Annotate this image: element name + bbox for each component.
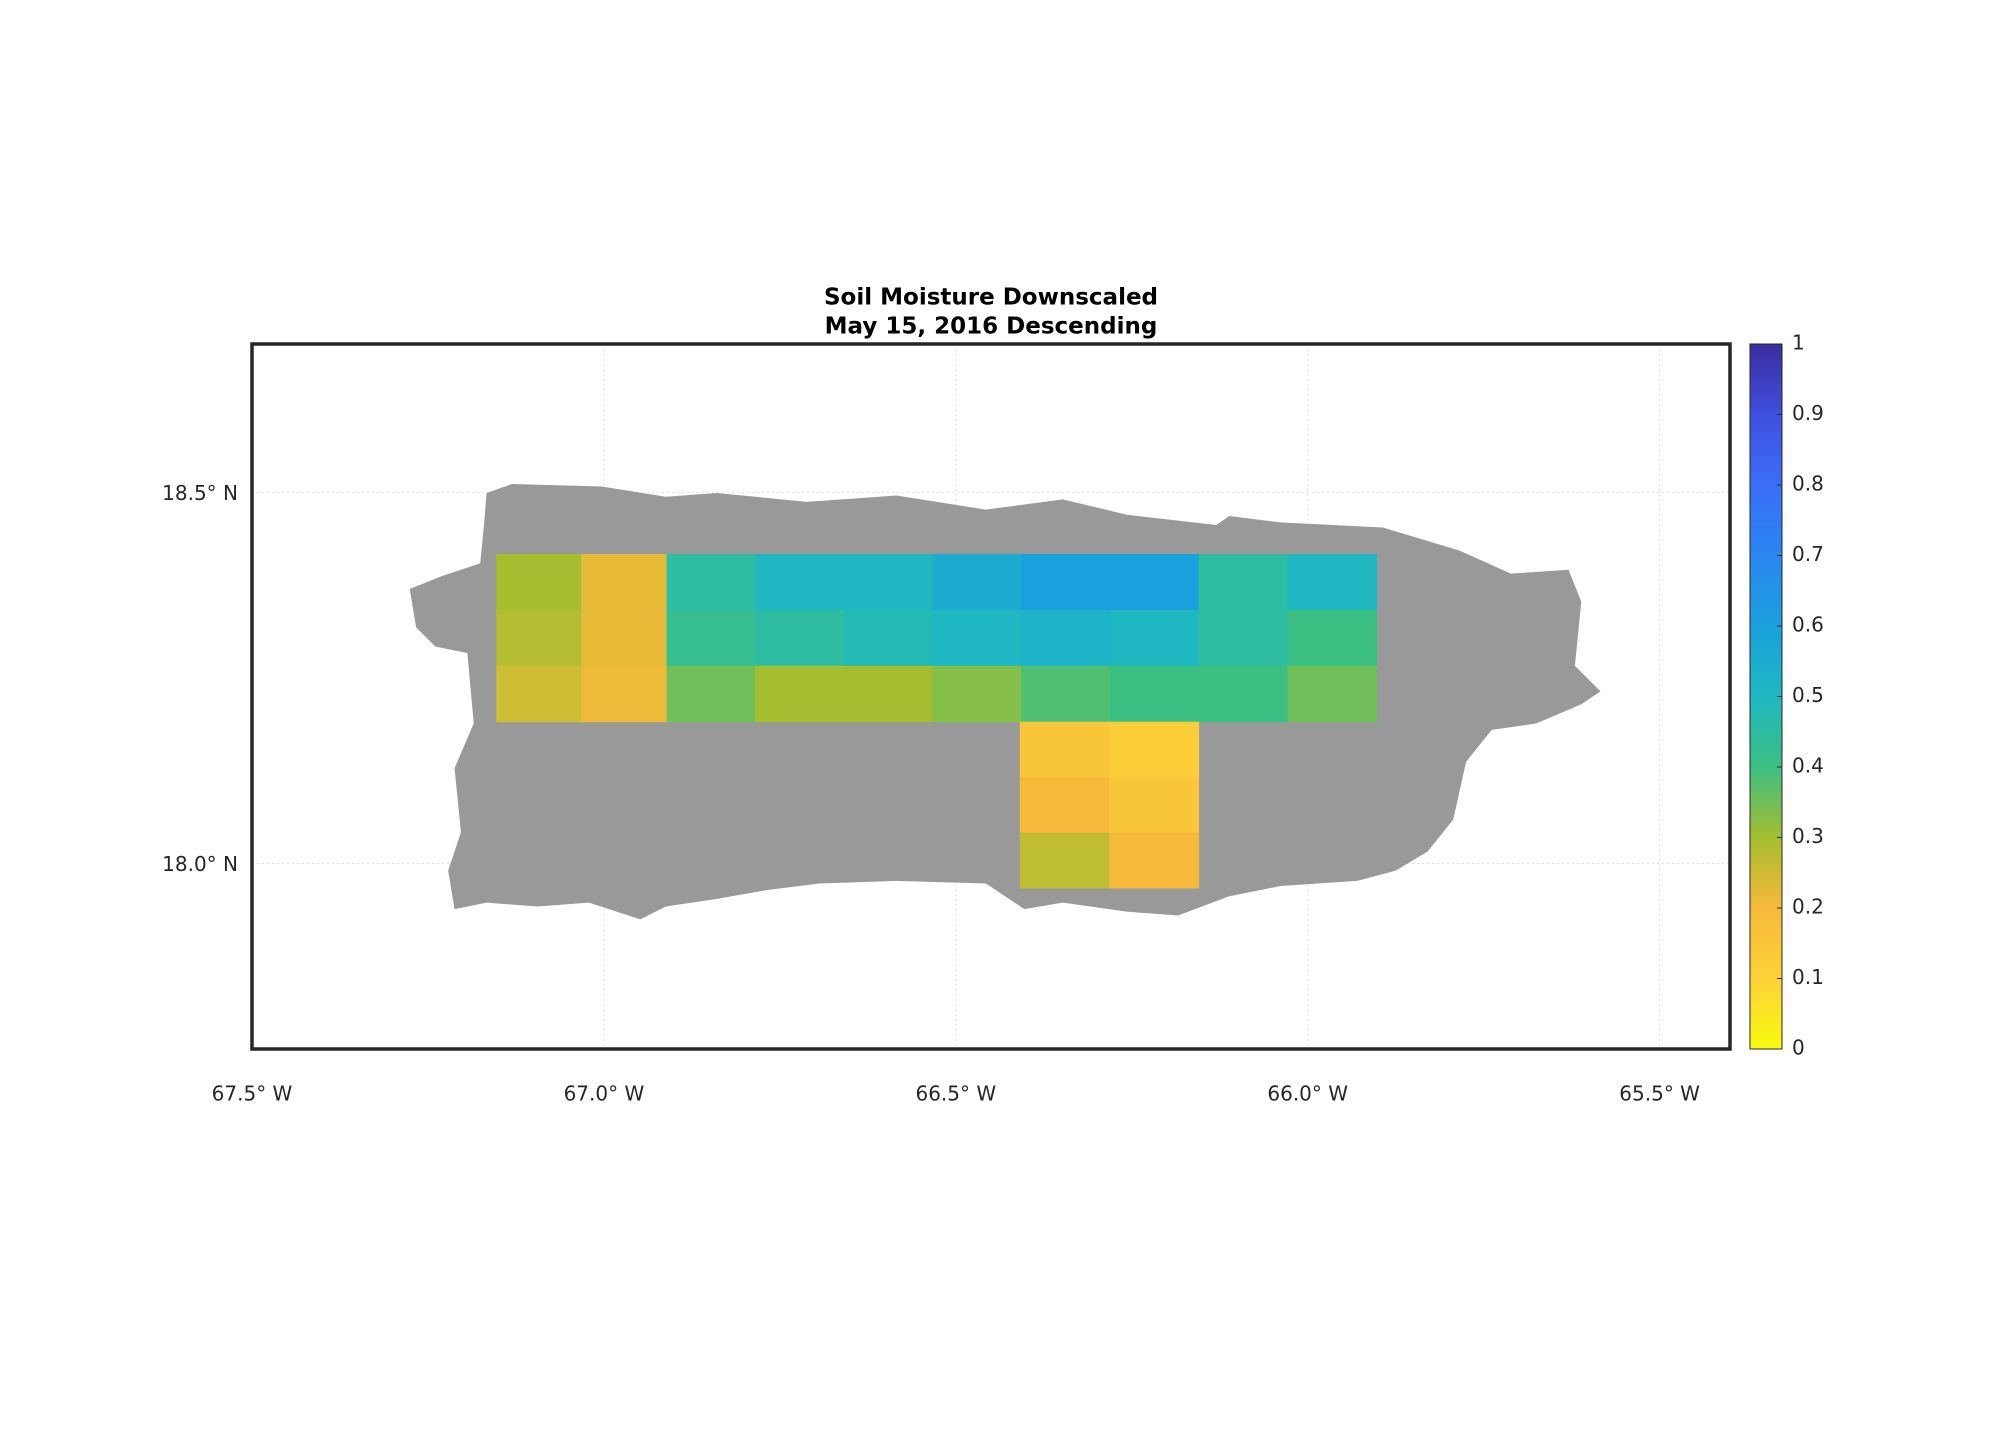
moisture-cell: [843, 665, 934, 723]
data-patch: [496, 554, 668, 723]
moisture-cell: [1109, 777, 1200, 834]
moisture-cell: [755, 609, 845, 667]
colorbar-tick-label: 0.9: [1792, 401, 1824, 425]
moisture-cell: [1287, 609, 1378, 667]
moisture-cell: [496, 609, 582, 667]
moisture-cell: [581, 609, 668, 667]
plot-frame: [250, 342, 1732, 1051]
moisture-cell: [1021, 609, 1111, 667]
moisture-cell: [666, 609, 756, 667]
moisture-cell: [666, 554, 756, 611]
title-line: Soil Moisture Downscaled: [824, 285, 1158, 311]
moisture-cell: [581, 665, 668, 723]
data-patch: [1019, 721, 1200, 889]
moisture-cell: [1019, 777, 1110, 834]
colorbar-tick-label: 0.4: [1792, 754, 1824, 778]
colorbar: [1749, 343, 1783, 1050]
colorbar-tick-label: 0: [1792, 1036, 1805, 1060]
moisture-cell: [1109, 554, 1200, 611]
x-tick-label: 67.5° W: [212, 1082, 293, 1106]
data-patch: [1198, 554, 1378, 723]
colorbar-tick-label: 0.8: [1792, 472, 1824, 496]
moisture-cell: [1109, 665, 1200, 723]
y-tick-label: 18.0° N: [162, 852, 238, 876]
x-tick-label: 67.0° W: [564, 1082, 645, 1106]
colorbar-tick-label: 1: [1792, 331, 1805, 355]
title-line: May 15, 2016 Descending: [825, 314, 1158, 340]
colorbar-tick-label: 0.3: [1792, 824, 1824, 848]
moisture-cell: [932, 554, 1022, 611]
colorbar-tick-label: 0.2: [1792, 895, 1824, 919]
moisture-cell: [581, 554, 668, 611]
moisture-cell: [1287, 665, 1378, 723]
x-tick-label: 66.5° W: [915, 1082, 996, 1106]
moisture-cell: [932, 609, 1022, 667]
x-tick-label: 65.5° W: [1619, 1082, 1700, 1106]
colorbar-tick-label: 0.5: [1792, 683, 1824, 707]
data-patch: [666, 554, 1200, 723]
moisture-cell: [1198, 609, 1289, 667]
colorbar-tick-label: 0.6: [1792, 613, 1824, 637]
colorbar-tick-label: 0.1: [1792, 965, 1824, 989]
moisture-cell: [496, 665, 582, 723]
moisture-cell: [1019, 832, 1110, 889]
y-tick-label: 18.5° N: [162, 481, 238, 505]
moisture-cell: [843, 609, 934, 667]
moisture-cell: [1198, 665, 1289, 723]
moisture-cell: [496, 554, 582, 611]
moisture-cell: [1109, 609, 1200, 667]
moisture-cell: [755, 665, 845, 723]
moisture-cell: [1019, 721, 1110, 778]
moisture-cell: [1287, 554, 1378, 611]
moisture-cell: [843, 554, 934, 611]
moisture-cell: [1109, 721, 1200, 778]
moisture-cell: [1109, 832, 1200, 889]
moisture-cell: [1198, 554, 1289, 611]
moisture-cell: [755, 554, 845, 611]
moisture-cell: [1021, 554, 1111, 611]
moisture-cell: [1021, 665, 1111, 723]
colorbar-tick-label: 0.7: [1792, 542, 1824, 566]
moisture-cell: [666, 665, 756, 723]
moisture-cell: [932, 665, 1022, 723]
x-tick-label: 66.0° W: [1267, 1082, 1348, 1106]
